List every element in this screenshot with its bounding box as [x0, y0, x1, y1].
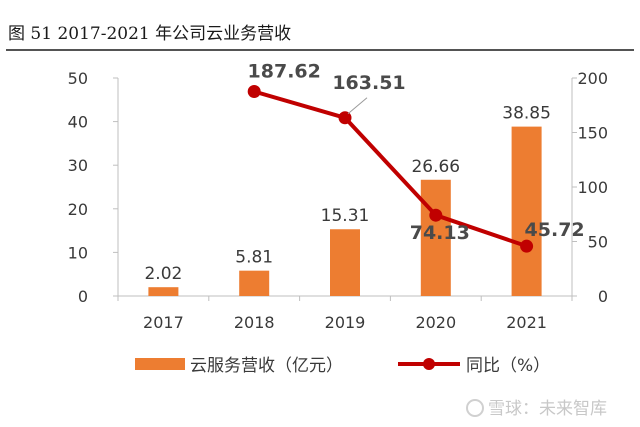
label-leader-line: [347, 97, 368, 115]
line-point: [247, 84, 261, 98]
chart-title: 图 51 2017-2021 年公司云业务营收: [8, 24, 291, 44]
legend-bar-swatch: [135, 358, 185, 370]
bar-data-label: 15.31: [321, 206, 370, 226]
y-right-tick-label: 150: [577, 124, 608, 143]
y-right-tick-label: 0: [598, 287, 608, 306]
data-labels: 2.02 5.81 15.31 26.66 38.85 187.62 163.51 74.13…: [144, 60, 584, 284]
x-tick-label: 2018: [234, 313, 275, 332]
y-left-tick-label: 30: [68, 156, 88, 175]
bar-data-label: 26.66: [411, 157, 460, 177]
y-left-tick-label: 0: [78, 287, 88, 306]
y-left-tick-label: 50: [68, 69, 88, 88]
line-data-label: 187.62: [248, 60, 321, 82]
x-tick-label: 2017: [143, 313, 184, 332]
bar: [420, 179, 451, 296]
line-point: [429, 208, 443, 222]
snowball-logo-icon: [466, 399, 484, 417]
line-data-label: 74.13: [410, 222, 470, 244]
legend-line-label: 同比（%）: [466, 356, 550, 376]
bar: [239, 270, 270, 296]
line-point: [338, 111, 352, 125]
legend-line-marker: [423, 358, 435, 370]
y-left-tick-label: 20: [68, 200, 88, 219]
line-point: [520, 239, 534, 253]
y-left-tick-label: 40: [68, 113, 88, 132]
bar-data-label: 5.81: [235, 248, 273, 268]
legend: 云服务营收（亿元） 同比（%）: [135, 356, 550, 376]
chart-axes: 0 10 20 30 40 50 0 50 100 150 200 2017 2018 2019 2020 2…: [68, 69, 608, 332]
bar-data-label: 38.85: [502, 104, 551, 124]
y-left-tick-label: 10: [68, 243, 88, 262]
x-tick-label: 2020: [415, 313, 456, 332]
y-right-tick-label: 50: [588, 233, 608, 252]
bar-data-label: 2.02: [144, 264, 182, 284]
y-right-tick-label: 100: [577, 178, 608, 197]
line-series: [247, 84, 534, 253]
watermark-text: 雪球：未来智库: [488, 399, 607, 419]
bar: [330, 229, 360, 296]
legend-bar-label: 云服务营收（亿元）: [190, 356, 343, 376]
bar: [511, 126, 542, 296]
line-path: [253, 89, 528, 249]
watermark: 雪球：未来智库: [466, 399, 607, 419]
bar: [148, 287, 179, 296]
line-data-label: 45.72: [525, 219, 585, 241]
line-data-label: 163.51: [332, 72, 405, 94]
y-right-tick-label: 200: [577, 69, 608, 88]
x-tick-label: 2019: [325, 313, 366, 332]
x-tick-label: 2021: [506, 313, 547, 332]
bar-series: [148, 126, 542, 296]
